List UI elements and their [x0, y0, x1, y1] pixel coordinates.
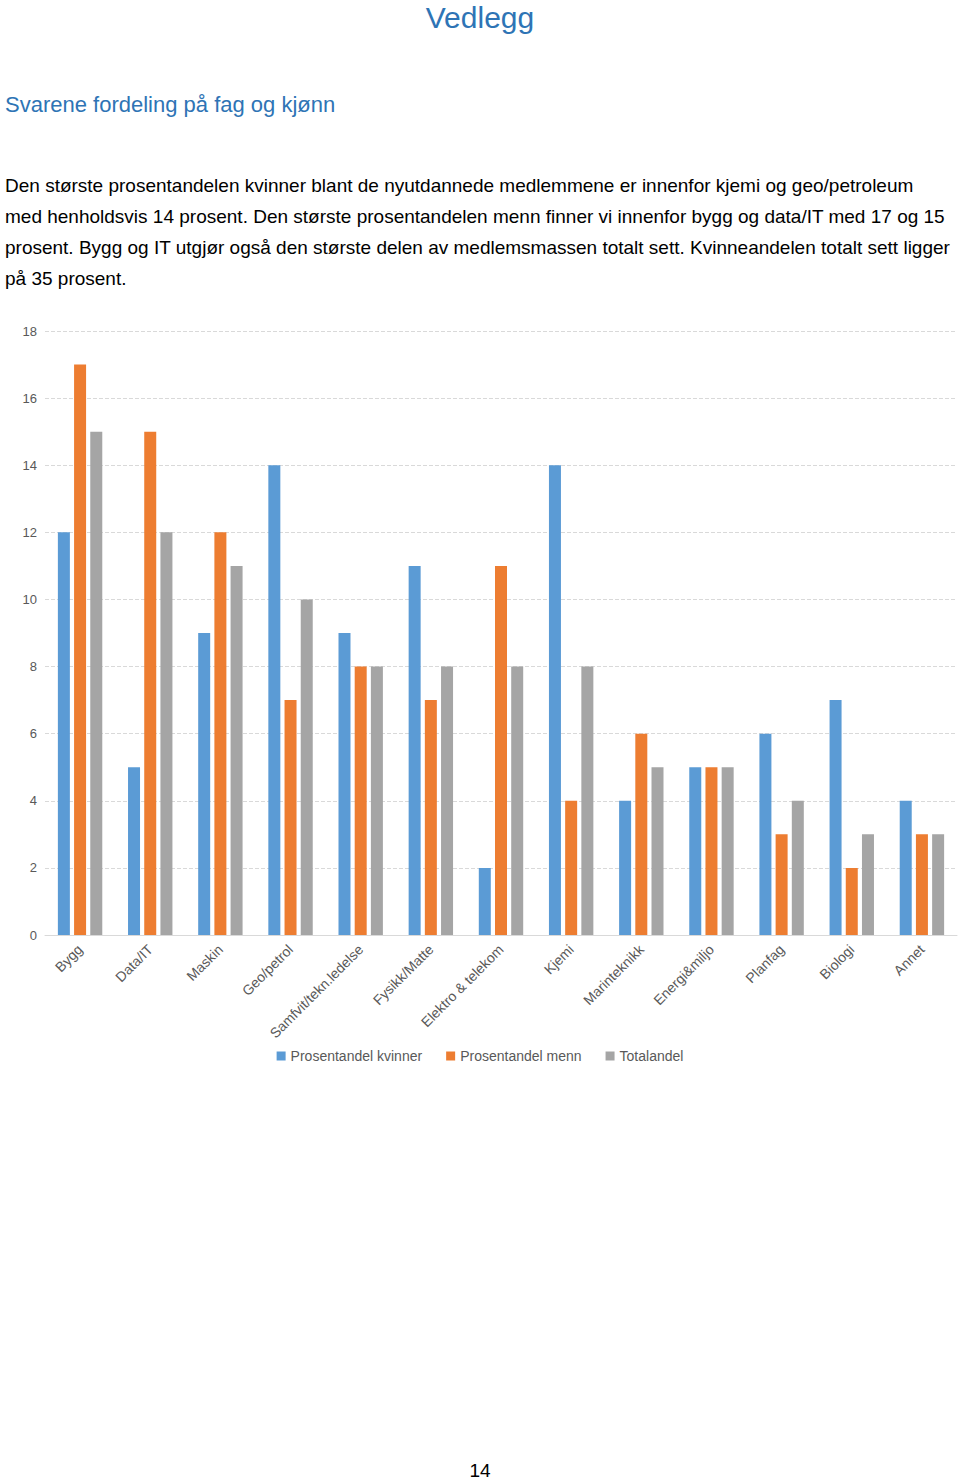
svg-text:Fysikk/Matte: Fysikk/Matte [370, 941, 437, 1008]
svg-text:Prosentandel kvinner: Prosentandel kvinner [291, 1048, 423, 1064]
svg-text:18: 18 [23, 324, 37, 339]
html-text:14: 14 [469, 1460, 491, 1481]
svg-text:Prosentandel menn: Prosentandel menn [460, 1048, 581, 1064]
svg-text:Samfvit/tekn.ledelse: Samfvit/tekn.ledelse [267, 941, 367, 1041]
svg-text:Maskin: Maskin [183, 941, 226, 984]
html-text:Den største prosentandelen kvi: Den største prosentandelen kvinner blant… [5, 175, 950, 289]
svg-text:Annet: Annet [890, 941, 927, 978]
svg-text:Kjemi: Kjemi [541, 941, 577, 977]
svg-text:Geo/petrol: Geo/petrol [239, 941, 296, 998]
svg-text:8: 8 [30, 659, 37, 674]
svg-text:Planfag: Planfag [742, 941, 787, 986]
svg-text:Elektro & telekom: Elektro & telekom [418, 941, 507, 1030]
svg-text:14: 14 [23, 458, 37, 473]
svg-text:Energi&miljo: Energi&miljo [650, 941, 717, 1008]
svg-text:Bygg: Bygg [52, 941, 86, 975]
svg-text:Biologi: Biologi [816, 941, 857, 982]
svg-text:Data/IT: Data/IT [112, 941, 156, 985]
svg-text:0: 0 [30, 928, 37, 943]
svg-text:16: 16 [23, 391, 37, 406]
svg-text:Totalandel: Totalandel [620, 1048, 684, 1064]
svg-text:Marinteknikk: Marinteknikk [580, 941, 648, 1009]
svg-text:2: 2 [30, 860, 37, 875]
html-text:Vedlegg: Vedlegg [425, 1, 535, 34]
html-text:Svarene fordeling på fag og kj: Svarene fordeling på fag og kjønn [5, 92, 336, 117]
svg-text:10: 10 [23, 592, 37, 607]
svg-text:12: 12 [23, 525, 37, 540]
svg-text:4: 4 [30, 793, 37, 808]
svg-text:6: 6 [30, 726, 37, 741]
